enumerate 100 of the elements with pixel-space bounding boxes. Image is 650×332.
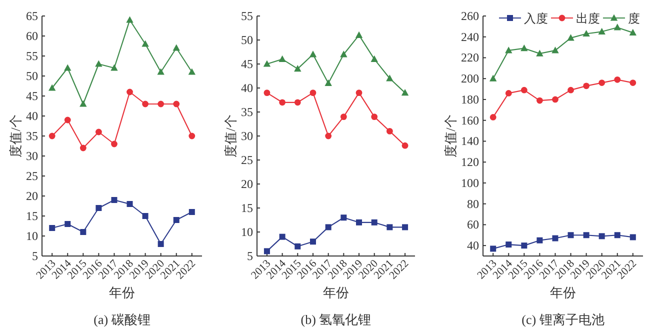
y-tick-label: 200 xyxy=(461,72,479,86)
point xyxy=(126,88,133,96)
point xyxy=(309,50,317,58)
point xyxy=(386,128,393,134)
y-tick-label: 30 xyxy=(26,149,38,163)
y-tick-label: 45 xyxy=(241,57,253,71)
y-tick-label: 5 xyxy=(32,249,38,263)
point xyxy=(536,237,543,244)
y-tick-label: 35 xyxy=(26,129,38,143)
y-tick-label: 20 xyxy=(26,189,38,203)
point xyxy=(371,114,378,120)
point xyxy=(80,100,87,107)
y-tick-label: 45 xyxy=(26,89,38,103)
y-axis-title: 度值/个 xyxy=(442,114,458,158)
point xyxy=(505,90,512,96)
point xyxy=(521,242,528,249)
point xyxy=(126,16,134,23)
point xyxy=(598,28,606,34)
point xyxy=(356,219,362,226)
point xyxy=(80,229,86,235)
point xyxy=(386,224,393,230)
point xyxy=(568,86,574,94)
y-tick-label: 65 xyxy=(26,9,38,23)
point xyxy=(325,224,332,230)
point xyxy=(520,86,528,94)
y-tick-label: 220 xyxy=(461,50,479,65)
y-tick-label: 10 xyxy=(241,225,253,239)
point xyxy=(568,232,574,238)
y-tick-label: 55 xyxy=(241,9,253,23)
point xyxy=(264,248,270,254)
point xyxy=(536,97,543,104)
point xyxy=(95,60,102,67)
point xyxy=(567,34,574,41)
y-tick-label: 160 xyxy=(461,113,479,128)
text: (b) 氢氧化锂 xyxy=(300,312,372,327)
point xyxy=(80,144,86,152)
point xyxy=(64,221,71,227)
point xyxy=(489,74,497,82)
point xyxy=(111,140,118,148)
y-axis-title: 度值/个 xyxy=(8,114,24,158)
point xyxy=(173,100,180,108)
point xyxy=(279,234,286,240)
text: (c) 锂离子电池 xyxy=(522,312,604,327)
point xyxy=(598,233,605,240)
y-tick-label: 40 xyxy=(467,238,479,253)
y-tick-label: 80 xyxy=(467,196,479,211)
point xyxy=(310,90,316,96)
y-tick-label: 60 xyxy=(467,218,479,232)
y-tick-label: 20 xyxy=(241,177,253,191)
point xyxy=(48,132,56,140)
y-tick-label: 100 xyxy=(461,176,479,190)
point xyxy=(583,82,590,90)
x-axis-title: 年份 xyxy=(109,285,135,300)
point xyxy=(356,90,362,96)
point xyxy=(370,55,378,62)
y-tick-label: 35 xyxy=(241,105,253,119)
point xyxy=(96,205,102,211)
y-tick-label: 15 xyxy=(241,201,253,215)
point xyxy=(386,74,394,82)
point xyxy=(142,100,148,108)
y-tick-label: 140 xyxy=(461,134,479,148)
y-tick-label: 240 xyxy=(461,30,479,44)
legend-label: 度 xyxy=(628,12,640,26)
point xyxy=(158,100,164,108)
point xyxy=(490,114,496,120)
y-tick-label: 40 xyxy=(26,109,38,123)
point xyxy=(279,99,286,106)
point xyxy=(402,224,408,230)
point xyxy=(172,44,180,51)
point xyxy=(552,235,558,242)
point xyxy=(552,96,558,103)
point xyxy=(325,132,332,140)
y-tick-label: 50 xyxy=(241,33,253,47)
x-axis-title: 年份 xyxy=(323,285,349,300)
point xyxy=(111,197,118,203)
point xyxy=(598,80,606,86)
y-tick-label: 25 xyxy=(26,169,38,183)
point xyxy=(142,40,149,47)
point xyxy=(64,116,71,124)
legend-label: 出度 xyxy=(576,12,600,26)
point xyxy=(582,30,590,37)
point xyxy=(629,28,637,36)
point xyxy=(536,50,544,56)
point xyxy=(64,64,72,71)
point xyxy=(158,241,164,247)
point xyxy=(110,64,118,71)
y-tick-label: 120 xyxy=(461,155,479,170)
point xyxy=(294,99,301,106)
point xyxy=(630,234,636,240)
point xyxy=(355,31,363,38)
point xyxy=(505,46,512,54)
point xyxy=(126,201,133,207)
point xyxy=(173,217,180,223)
point xyxy=(614,232,620,238)
point xyxy=(278,55,286,62)
point xyxy=(49,225,56,231)
y-tick-label: 50 xyxy=(26,69,38,83)
point xyxy=(583,232,590,238)
y-tick-label: 40 xyxy=(241,81,253,95)
point xyxy=(630,80,636,86)
